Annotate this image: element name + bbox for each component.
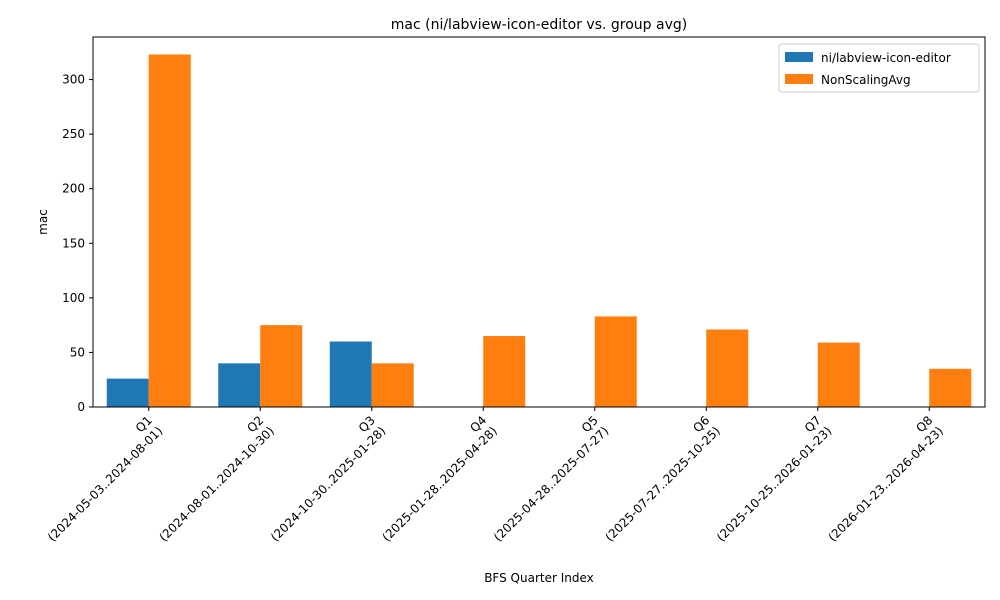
x-tick-label-line: (2024-05-03..2024-08-01)	[45, 424, 166, 545]
y-tick-label: 300	[62, 73, 85, 87]
legend-label: NonScalingAvg	[821, 73, 911, 87]
bar-avg-2	[260, 325, 303, 407]
y-tick-label: 250	[62, 127, 85, 141]
bar-avg-6	[706, 329, 749, 407]
x-tick-label-line: (2025-01-28..2025-04-28)	[379, 424, 500, 545]
x-tick-label-line: (2025-10-25..2026-01-23)	[714, 424, 835, 545]
chart-title: mac (ni/labview-icon-editor vs. group av…	[391, 17, 687, 33]
x-tick-label: Q2(2024-08-01..2024-10-30)	[146, 413, 277, 544]
x-tick-label: Q3(2024-10-30..2025-01-28)	[257, 413, 388, 544]
legend-box	[778, 43, 980, 93]
bar-repo-1	[106, 378, 149, 407]
y-tick-label: 100	[62, 291, 85, 305]
x-axis: Q1(2024-05-03..2024-08-01) Q2(2024-08-01.…	[34, 407, 946, 544]
x-axis-label: BFS Quarter Index	[484, 571, 594, 585]
y-axis-label: mac	[36, 209, 50, 235]
bar-avg-5	[594, 316, 637, 407]
x-tick-label: Q7(2025-10-25..2026-01-23)	[703, 413, 834, 544]
bar-repo-2	[218, 363, 261, 407]
y-tick-label: 150	[62, 236, 85, 250]
x-tick-label: Q5(2025-04-28..2025-07-27)	[480, 413, 611, 544]
bar-avg-8	[929, 368, 972, 407]
plot-frame	[92, 36, 986, 408]
x-tick-label-line: (2025-04-28..2025-07-27)	[491, 424, 612, 545]
bars-layer	[106, 54, 972, 407]
y-axis: 0 50 100 150 200 250 300	[62, 73, 93, 414]
x-tick-label-line: (2026-01-23..2026-04-23)	[825, 424, 946, 545]
bar-avg-7	[817, 342, 860, 407]
x-tick-label: Q8(2026-01-23..2026-04-23)	[815, 413, 946, 544]
x-tick-label-line: (2024-10-30..2025-01-28)	[268, 424, 389, 545]
bar-repo-3	[329, 341, 372, 407]
x-tick-label-line: (2025-07-27..2025-10-25)	[602, 424, 723, 545]
y-tick-label: 0	[77, 400, 85, 414]
y-tick-label: 50	[70, 345, 85, 359]
bar-avg-3	[371, 363, 414, 407]
x-tick-label: Q6(2025-07-27..2025-10-25)	[592, 413, 723, 544]
x-tick-label: Q1(2024-05-03..2024-08-01)	[34, 413, 165, 544]
bar-avg-1	[148, 54, 191, 407]
legend-swatch	[785, 52, 813, 62]
legend-label: ni/labview-icon-editor	[821, 51, 951, 65]
legend: ni/labview-icon-editor NonScalingAvg	[778, 43, 980, 93]
x-tick-label: Q4(2025-01-28..2025-04-28)	[369, 413, 500, 544]
x-tick-label-line: (2024-08-01..2024-10-30)	[156, 424, 277, 545]
bar-avg-4	[483, 336, 526, 407]
legend-swatch	[785, 74, 813, 84]
y-tick-label: 200	[62, 182, 85, 196]
